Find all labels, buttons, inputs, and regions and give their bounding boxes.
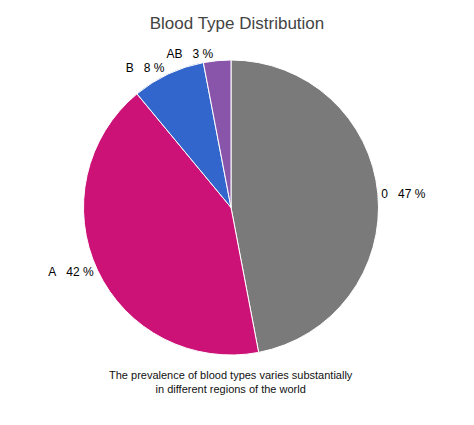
svg-text:AB 3 %: AB 3 % xyxy=(167,47,214,61)
svg-text:Blood Type Distribution: Blood Type Distribution xyxy=(150,14,325,33)
svg-text:0 47 %: 0 47 % xyxy=(381,187,425,201)
svg-text:B 8 %: B 8 % xyxy=(126,61,165,75)
svg-text:A 42 %: A 42 % xyxy=(48,265,94,279)
svg-text:The prevalence of blood types: The prevalence of blood types varies sub… xyxy=(109,369,353,395)
